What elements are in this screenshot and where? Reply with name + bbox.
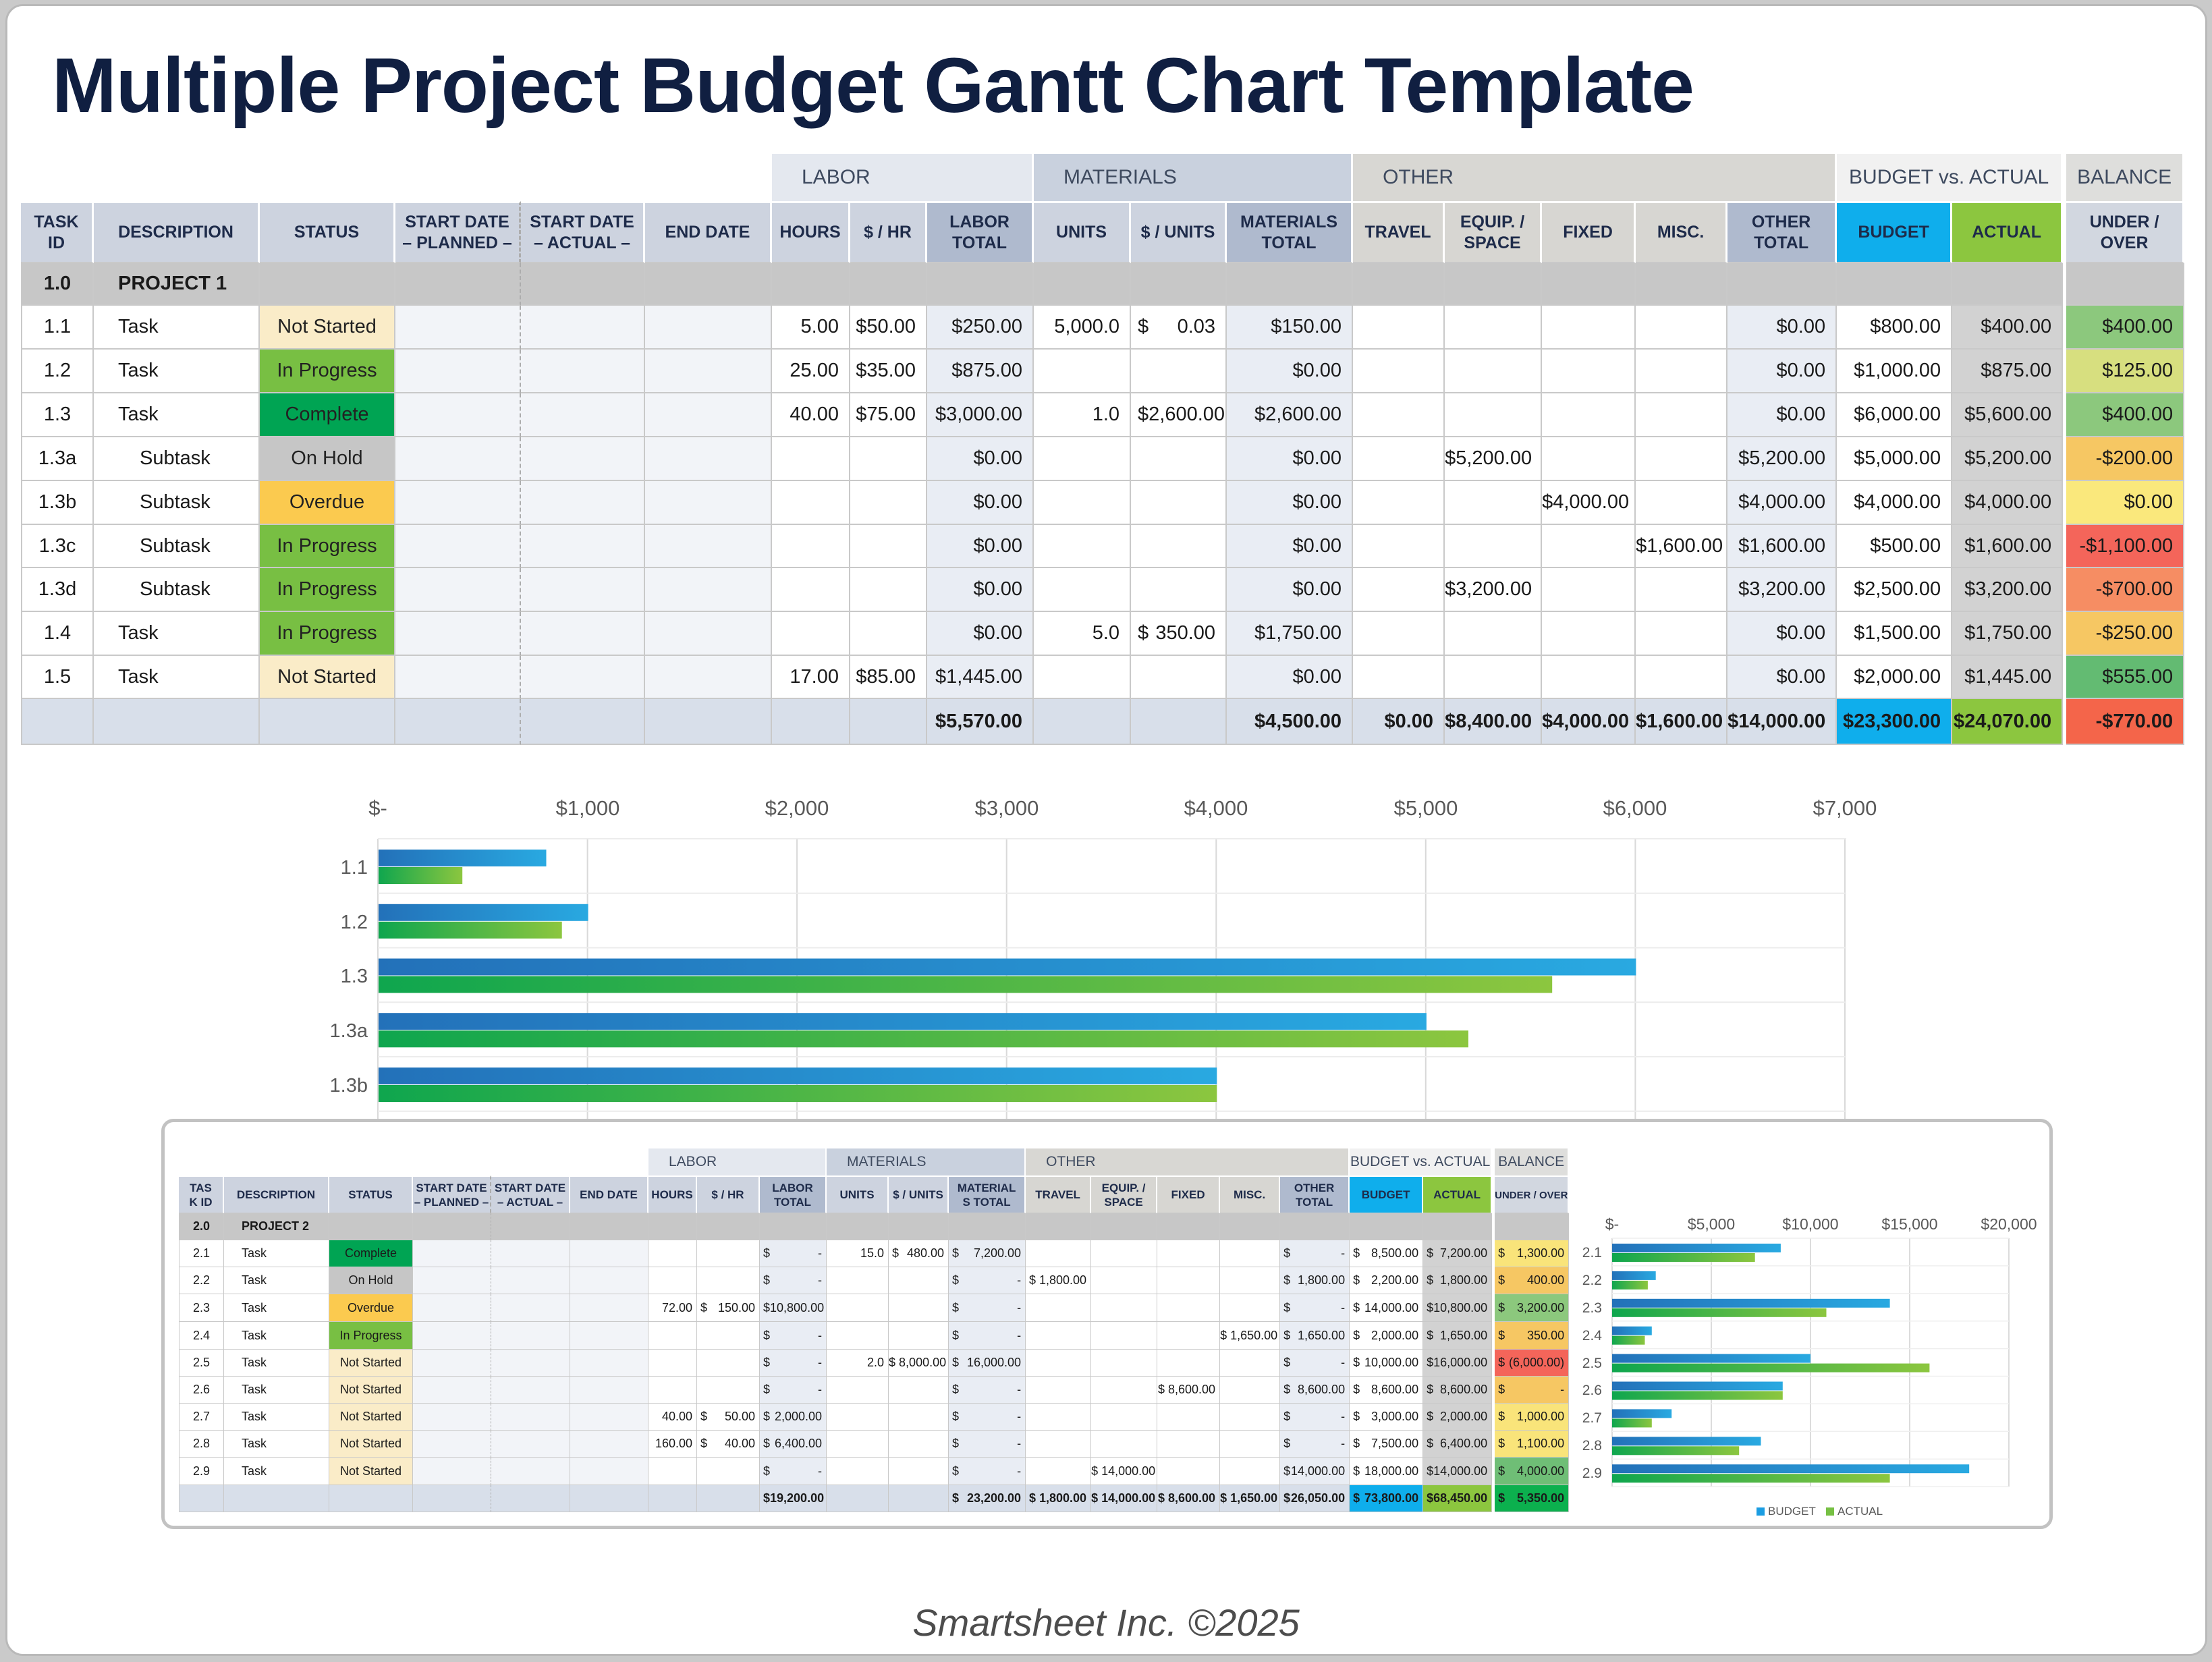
svg-text:ACTUAL: ACTUAL (1837, 1505, 1883, 1518)
svg-text:BUDGET: BUDGET (1768, 1505, 1816, 1518)
svg-text:$10,000: $10,000 (1782, 1215, 1838, 1233)
svg-text:2.5: 2.5 (1582, 1356, 1602, 1371)
svg-text:$4,000: $4,000 (1184, 796, 1248, 820)
svg-text:$2,000: $2,000 (765, 796, 829, 820)
svg-text:$5,000: $5,000 (1394, 796, 1458, 820)
svg-text:1.3b: 1.3b (330, 1075, 368, 1097)
svg-text:2.6: 2.6 (1582, 1383, 1602, 1398)
svg-text:$1,000: $1,000 (556, 796, 620, 820)
svg-text:$20,000: $20,000 (1981, 1215, 2037, 1233)
svg-text:2.4: 2.4 (1582, 1328, 1603, 1344)
svg-text:$15,000: $15,000 (1881, 1215, 1937, 1233)
svg-text:$-: $- (368, 796, 387, 820)
svg-text:$6,000: $6,000 (1603, 796, 1667, 820)
svg-text:2.8: 2.8 (1582, 1438, 1602, 1453)
svg-text:1.3a: 1.3a (330, 1020, 368, 1042)
svg-text:$5,000: $5,000 (1688, 1215, 1735, 1233)
svg-text:1.3: 1.3 (341, 966, 368, 987)
svg-text:2.3: 2.3 (1582, 1300, 1602, 1316)
svg-text:2.2: 2.2 (1582, 1273, 1602, 1288)
svg-text:1.1: 1.1 (341, 857, 368, 879)
svg-text:1.2: 1.2 (341, 912, 368, 933)
svg-text:$7,000: $7,000 (1813, 796, 1877, 820)
svg-text:2.9: 2.9 (1582, 1466, 1602, 1481)
svg-text:2.7: 2.7 (1582, 1410, 1602, 1426)
svg-text:$-: $- (1605, 1215, 1619, 1233)
svg-text:$3,000: $3,000 (975, 796, 1039, 820)
svg-text:2.1: 2.1 (1582, 1245, 1602, 1261)
